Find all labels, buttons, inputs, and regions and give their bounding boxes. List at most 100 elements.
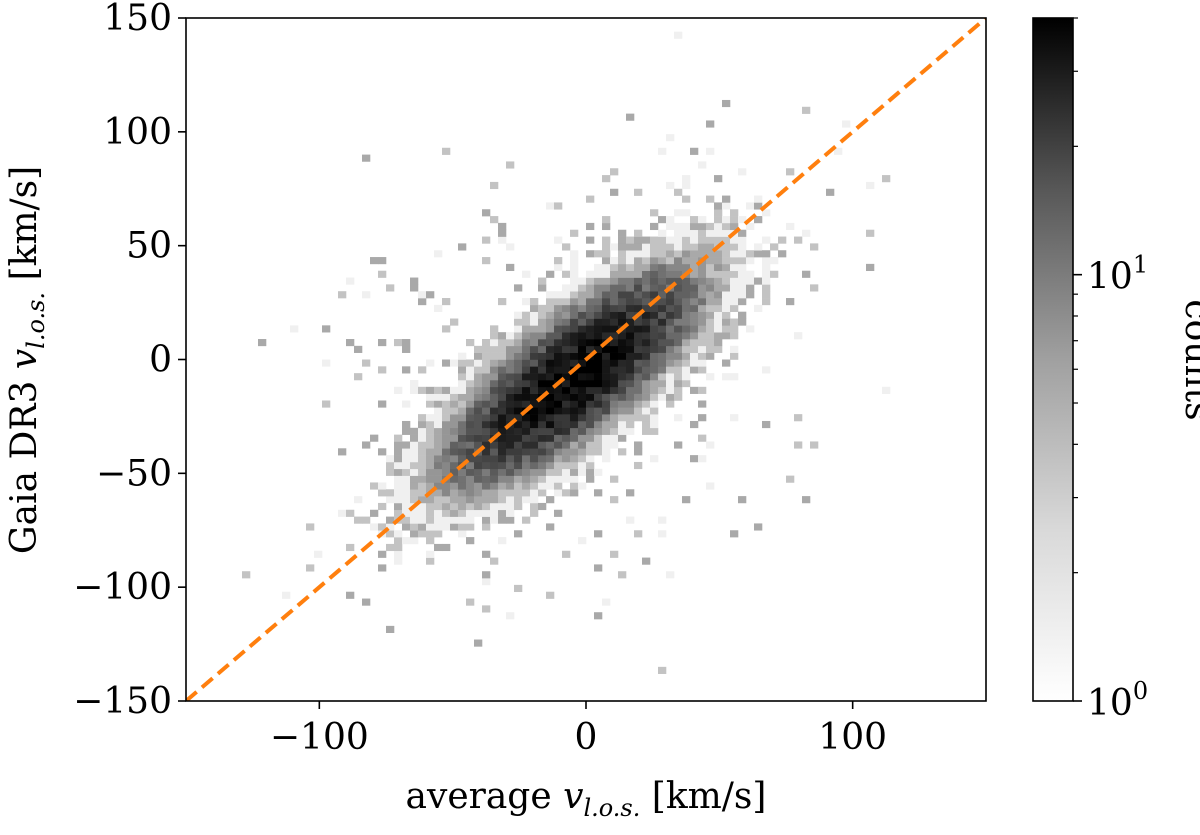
heatmap-cell	[690, 298, 699, 306]
heatmap-cell	[746, 325, 755, 333]
heatmap-cell	[698, 359, 707, 367]
heatmap-cell	[714, 175, 723, 183]
heatmap-cell	[466, 509, 475, 517]
heatmap-cell	[522, 379, 531, 388]
heatmap-cell	[722, 236, 731, 244]
heatmap-cell	[642, 414, 651, 422]
heatmap-cell	[258, 339, 267, 347]
heatmap-cell	[498, 441, 507, 449]
heatmap-cell	[722, 263, 731, 272]
heatmap-cell	[562, 386, 571, 394]
heatmap-cell	[482, 407, 491, 415]
heatmap-cell	[378, 550, 387, 558]
heatmap-cell	[666, 277, 675, 285]
heatmap-cell	[730, 257, 739, 265]
x-axis-label-unit: [km/s]	[640, 776, 766, 817]
heatmap-cell	[578, 400, 587, 408]
heatmap-cell	[594, 373, 603, 381]
heatmap-cell	[666, 366, 675, 374]
heatmap-cell	[650, 414, 659, 422]
heatmap-cell	[826, 188, 835, 196]
heatmap-cell	[778, 236, 787, 244]
heatmap-cell	[714, 304, 723, 312]
heatmap-cell	[442, 482, 451, 490]
heatmap-cell	[602, 250, 611, 258]
heatmap-cell	[666, 571, 675, 579]
heatmap-cell	[618, 339, 627, 347]
heatmap-cell	[554, 448, 563, 456]
heatmap-cell	[594, 270, 603, 278]
heatmap-cell	[706, 304, 715, 312]
heatmap-cell	[474, 489, 483, 497]
heatmap-cell	[698, 332, 707, 340]
heatmap-cell	[450, 475, 459, 483]
heatmap-cell	[586, 345, 595, 353]
heatmap-cell	[498, 455, 507, 463]
heatmap-cell	[554, 352, 563, 360]
heatmap-cell	[426, 359, 435, 367]
x-axis: −100 0 100	[270, 701, 887, 758]
heatmap-cell	[514, 530, 523, 538]
heatmap-cell	[506, 386, 515, 394]
heatmap-cell	[570, 455, 579, 463]
heatmap-cell	[434, 509, 443, 517]
heatmap-cell	[610, 427, 619, 435]
heatmap-cell	[410, 530, 419, 538]
heatmap-cell	[594, 441, 603, 449]
heatmap-cell	[626, 291, 635, 299]
heatmap-cell	[594, 386, 603, 394]
heatmap-cell	[458, 502, 467, 511]
heatmap-cell	[682, 222, 691, 231]
heatmap-cell	[754, 202, 763, 210]
heatmap-cell	[498, 379, 507, 388]
heatmap-cell	[730, 352, 739, 360]
heatmap-cell	[674, 373, 683, 381]
heatmap-cell	[602, 175, 611, 183]
heatmap-cell	[698, 236, 707, 244]
heatmap-cell	[602, 448, 611, 456]
heatmap-cell	[418, 475, 427, 483]
heatmap-cell	[714, 229, 723, 237]
heatmap-cell	[514, 482, 523, 490]
heatmap-cell	[658, 147, 667, 155]
heatmap-cell	[394, 543, 403, 552]
heatmap-cell	[714, 339, 723, 347]
heatmap-cell	[450, 318, 459, 326]
heatmap-cell	[466, 468, 475, 476]
heatmap-cell	[610, 304, 619, 312]
heatmap-cell	[690, 366, 699, 374]
heatmap-cell	[554, 291, 563, 299]
heatmap-cell	[634, 379, 643, 388]
heatmap-cell	[666, 134, 675, 142]
heatmap-cell	[618, 298, 627, 306]
heatmap-cell	[474, 393, 483, 401]
heatmap-cell	[538, 339, 547, 347]
heatmap-cell	[354, 496, 363, 504]
heatmap-cell	[458, 475, 467, 483]
heatmap-cell	[602, 298, 611, 306]
heatmap-cell	[586, 250, 595, 258]
heatmap-cell	[570, 345, 579, 353]
heatmap-cell	[514, 379, 523, 388]
x-tick-label: 0	[575, 717, 598, 758]
heatmap-cell	[554, 339, 563, 347]
heatmap-cell	[522, 448, 531, 456]
heatmap-cell	[634, 400, 643, 408]
heatmap-cell	[434, 427, 443, 435]
heatmap-cell	[450, 496, 459, 504]
heatmap-cell	[514, 339, 523, 347]
heatmap-cell	[602, 270, 611, 278]
heatmap-cell	[634, 441, 643, 449]
heatmap-cell	[570, 284, 579, 292]
heatmap-cell	[418, 291, 427, 299]
heatmap-cell	[530, 434, 539, 442]
x-axis-label: average vl.o.s. [km/s]	[406, 776, 767, 822]
heatmap-cell	[650, 386, 659, 394]
heatmap-cell	[610, 243, 619, 251]
heatmap-cell	[618, 393, 627, 401]
heatmap-cell	[450, 434, 459, 442]
heatmap-cell	[762, 236, 771, 244]
heatmap-cell	[450, 414, 459, 422]
heatmap-cell	[602, 420, 611, 429]
heatmap-cell	[554, 332, 563, 340]
